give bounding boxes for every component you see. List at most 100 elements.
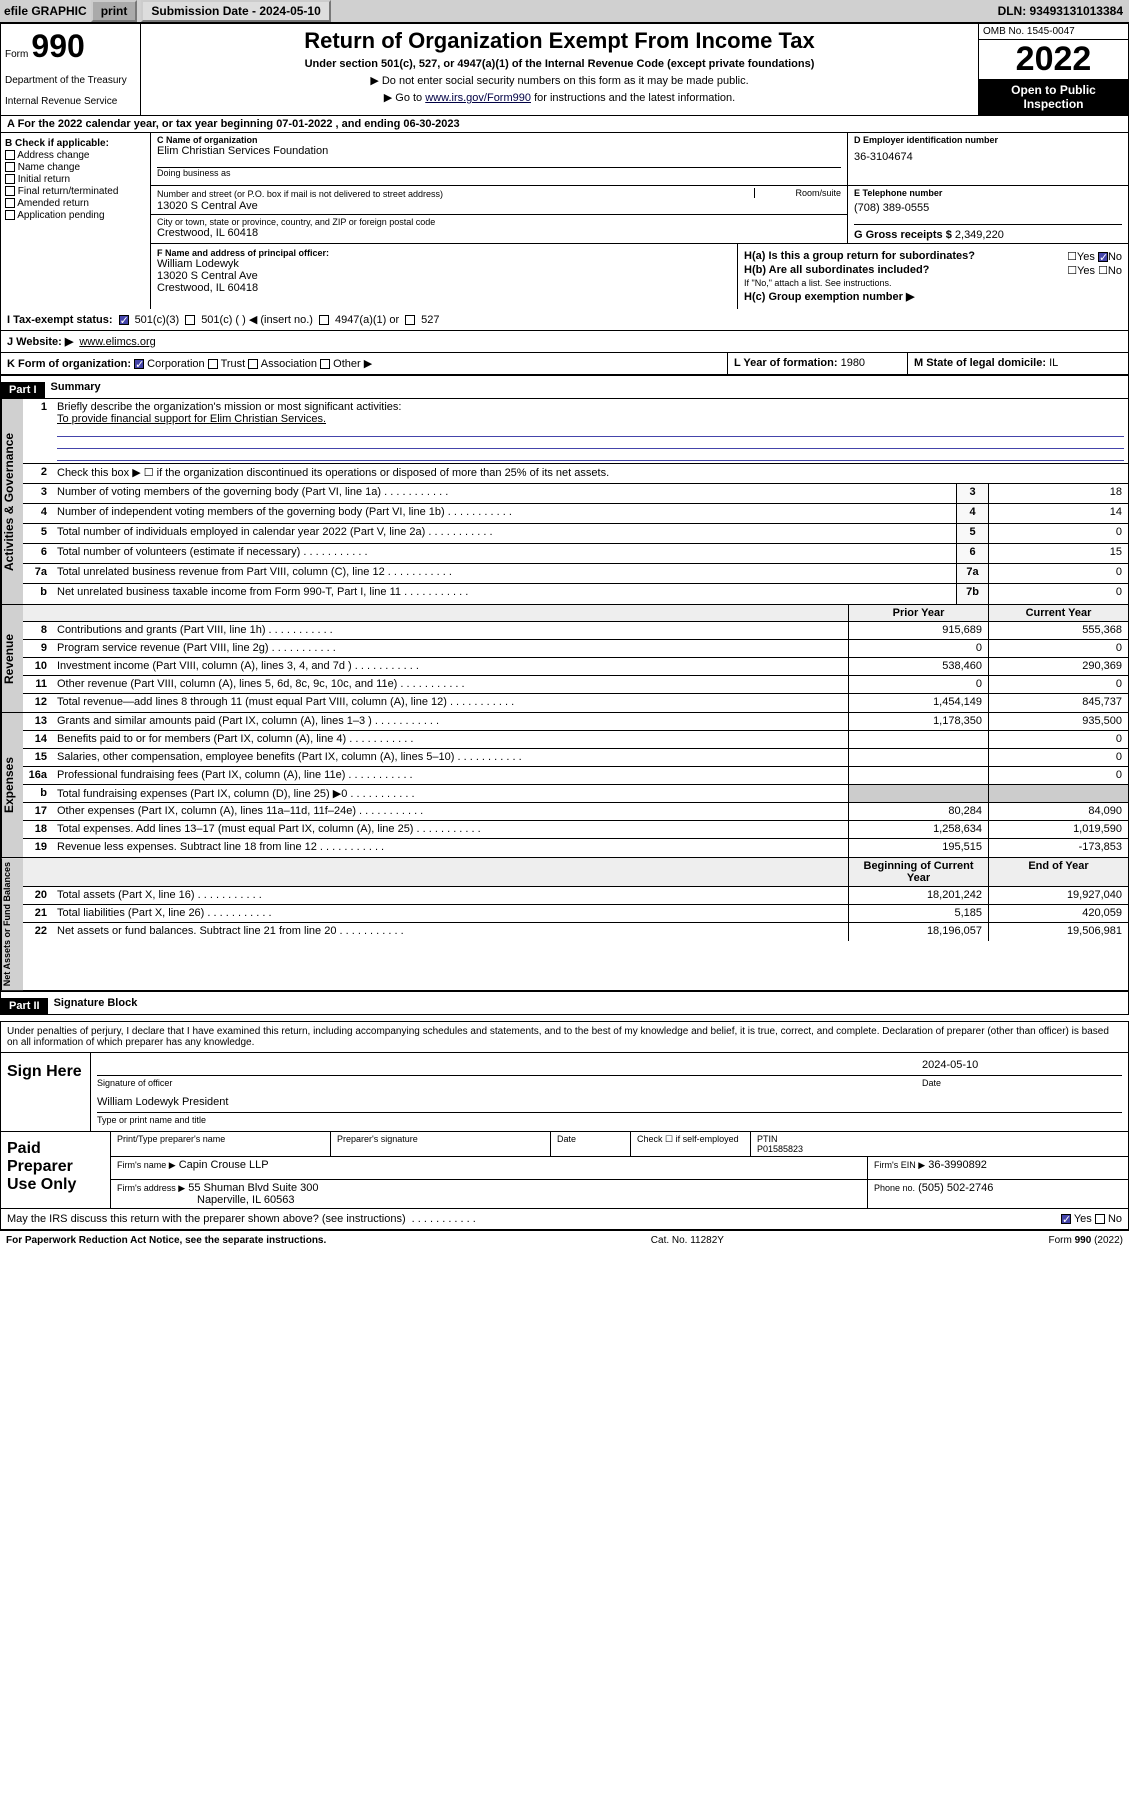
sig-date: 2024-05-10 (922, 1059, 1122, 1071)
phone-value: (708) 389-0555 (854, 202, 1122, 214)
paid-preparer-section: Paid Preparer Use Only Print/Type prepar… (0, 1132, 1129, 1209)
state-domicile: IL (1049, 357, 1058, 369)
summary-line: 4Number of independent voting members of… (23, 504, 1128, 524)
paid-preparer-label: Paid Preparer Use Only (1, 1132, 111, 1208)
activities-governance-section: Activities & Governance 1Briefly describ… (0, 399, 1129, 605)
city-label: City or town, state or province, country… (157, 217, 841, 227)
summary-line: 6Total number of volunteers (estimate if… (23, 544, 1128, 564)
c-name-label: C Name of organization (157, 135, 841, 145)
revenue-line: 8Contributions and grants (Part VIII, li… (23, 622, 1128, 640)
expenses-sidelabel: Expenses (1, 713, 23, 857)
ein-value: 36-3104674 (854, 151, 1122, 163)
addr-label: Number and street (or P.O. box if mail i… (157, 189, 443, 199)
net-assets-section: Net Assets or Fund Balances Beginning of… (0, 858, 1129, 991)
mission-text: To provide financial support for Elim Ch… (57, 413, 326, 425)
officer-sig-name: William Lodewyk President (97, 1096, 1122, 1108)
summary-line: 7aTotal unrelated business revenue from … (23, 564, 1128, 584)
irs-link[interactable]: www.irs.gov/Form990 (425, 92, 531, 104)
row-j-website: J Website: ▶ www.elimcs.org (0, 331, 1129, 353)
efile-label: efile GRAPHIC (4, 4, 87, 18)
irs-label: Internal Revenue Service (5, 96, 136, 107)
form-title: Return of Organization Exempt From Incom… (147, 28, 972, 54)
b-checkbox-item: Amended return (5, 198, 146, 209)
activities-sidelabel: Activities & Governance (1, 399, 23, 604)
b-checkbox-item: Address change (5, 150, 146, 161)
form-subtitle: Under section 501(c), 527, or 4947(a)(1)… (147, 58, 972, 70)
print-button[interactable]: print (91, 0, 138, 22)
officer-name: William Lodewyk (157, 258, 731, 270)
expense-line: 13Grants and similar amounts paid (Part … (23, 713, 1128, 731)
b-checkbox-item: Final return/terminated (5, 186, 146, 197)
revenue-sidelabel: Revenue (1, 605, 23, 712)
street-address: 13020 S Central Ave (157, 200, 841, 212)
firm-name: Capin Crouse LLP (179, 1159, 269, 1171)
g-gross-label: G Gross receipts $ (854, 229, 952, 241)
summary-line: 3Number of voting members of the governi… (23, 484, 1128, 504)
column-b-checkboxes: B Check if applicable: Address change Na… (1, 133, 151, 309)
b-title: B Check if applicable: (5, 138, 146, 149)
part-i-header: Part I Summary (0, 375, 1129, 399)
dept-treasury: Department of the Treasury (5, 75, 136, 86)
part-ii-header: Part II Signature Block (0, 991, 1129, 1015)
form-word: Form (5, 49, 28, 60)
firm-addr2: Naperville, IL 60563 (197, 1194, 294, 1206)
expense-line: bTotal fundraising expenses (Part IX, co… (23, 785, 1128, 803)
expense-line: 15Salaries, other compensation, employee… (23, 749, 1128, 767)
row-k-form-org: K Form of organization: Corporation Trus… (0, 353, 1129, 375)
expenses-section: Expenses 13Grants and similar amounts pa… (0, 713, 1129, 858)
b-checkbox-item: Name change (5, 162, 146, 173)
row-i-tax-exempt: I Tax-exempt status: 501(c)(3) 501(c) ( … (0, 309, 1129, 331)
page-footer: For Paperwork Reduction Act Notice, see … (0, 1230, 1129, 1250)
summary-line: bNet unrelated business taxable income f… (23, 584, 1128, 604)
hb-note: If "No," attach a list. See instructions… (744, 278, 1122, 288)
form-header: Form 990 Department of the Treasury Inte… (0, 23, 1129, 116)
top-toolbar: efile GRAPHIC print Submission Date - 20… (0, 0, 1129, 23)
city-state-zip: Crestwood, IL 60418 (157, 227, 841, 239)
expense-line: 14Benefits paid to or for members (Part … (23, 731, 1128, 749)
net-assets-line: 20Total assets (Part X, line 16)18,201,2… (23, 887, 1128, 905)
firm-addr1: 55 Shuman Blvd Suite 300 (188, 1182, 318, 1194)
net-sidelabel: Net Assets or Fund Balances (1, 858, 23, 990)
revenue-section: Revenue Prior YearCurrent Year 8Contribu… (0, 605, 1129, 713)
summary-line: 5Total number of individuals employed in… (23, 524, 1128, 544)
sign-here-label: Sign Here (1, 1053, 91, 1131)
tax-year: 2022 (979, 40, 1128, 79)
form-number: 990 (31, 28, 84, 64)
hc-label: H(c) Group exemption number ▶ (744, 290, 1122, 303)
501c3-checkbox (119, 315, 129, 325)
officer-city: Crestwood, IL 60418 (157, 282, 731, 294)
d-ein-label: D Employer identification number (854, 135, 1122, 145)
net-assets-line: 21Total liabilities (Part X, line 26)5,1… (23, 905, 1128, 923)
form-note-2: ▶ Go to www.irs.gov/Form990 for instruct… (147, 91, 972, 104)
dln-label: DLN: 93493131013384 (992, 2, 1129, 20)
net-assets-line: 22Net assets or fund balances. Subtract … (23, 923, 1128, 941)
firm-phone: (505) 502-2746 (918, 1182, 993, 1194)
section-b-through-g: B Check if applicable: Address change Na… (0, 133, 1129, 309)
dba-label: Doing business as (157, 168, 841, 178)
firm-ein: 36-3990892 (928, 1159, 987, 1171)
room-label: Room/suite (754, 188, 841, 198)
perjury-declaration: Under penalties of perjury, I declare th… (1, 1022, 1128, 1052)
year-formation: 1980 (841, 357, 865, 369)
gross-receipts: 2,349,220 (955, 229, 1004, 241)
form-note-1: ▶ Do not enter social security numbers o… (147, 74, 972, 87)
website-link[interactable]: www.elimcs.org (79, 336, 155, 348)
signature-block: Under penalties of perjury, I declare th… (0, 1021, 1129, 1132)
b-checkbox-item: Initial return (5, 174, 146, 185)
hb-label: H(b) Are all subordinates included? (744, 264, 929, 276)
revenue-line: 11Other revenue (Part VIII, column (A), … (23, 676, 1128, 694)
e-phone-label: E Telephone number (854, 188, 1122, 198)
officer-addr: 13020 S Central Ave (157, 270, 731, 282)
revenue-line: 10Investment income (Part VIII, column (… (23, 658, 1128, 676)
b-checkbox-item: Application pending (5, 210, 146, 221)
corp-checkbox (134, 359, 144, 369)
revenue-line: 9Program service revenue (Part VIII, lin… (23, 640, 1128, 658)
discuss-row: May the IRS discuss this return with the… (0, 1209, 1129, 1230)
ptin-value: P01585823 (757, 1144, 803, 1154)
omb-number: OMB No. 1545-0047 (979, 24, 1128, 40)
ha-label: H(a) Is this a group return for subordin… (744, 250, 975, 262)
row-a-tax-year: A For the 2022 calendar year, or tax yea… (0, 116, 1129, 133)
discuss-yes-checkbox (1061, 1214, 1071, 1224)
open-inspection: Open to Public Inspection (979, 79, 1128, 115)
revenue-line: 12Total revenue—add lines 8 through 11 (… (23, 694, 1128, 712)
